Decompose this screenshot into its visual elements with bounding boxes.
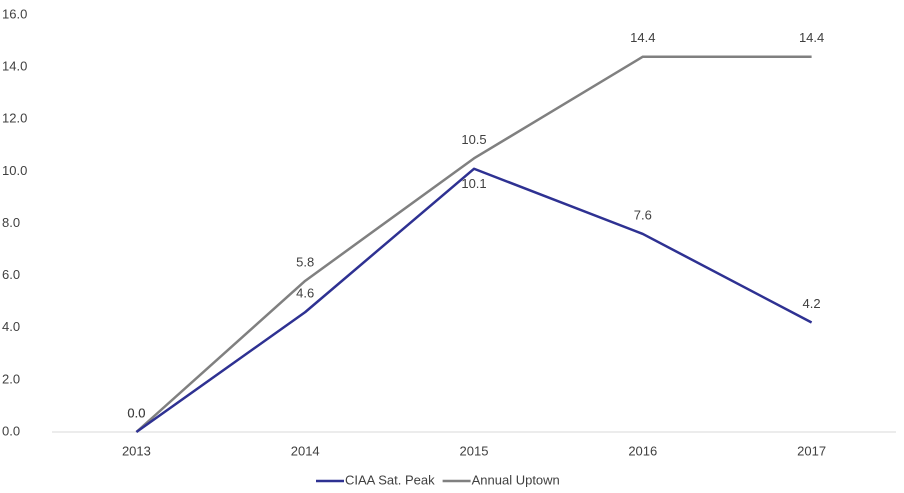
data-label: 14.4 <box>799 30 824 45</box>
data-label: 4.6 <box>296 286 314 301</box>
x-tick-label: 2016 <box>628 443 657 458</box>
data-label: 14.4 <box>630 30 655 45</box>
series-line <box>135 167 813 434</box>
y-tick-label: 0.0 <box>2 423 20 438</box>
y-tick-label: 16.0 <box>2 6 27 21</box>
data-label: 10.5 <box>461 132 486 147</box>
data-label: 5.8 <box>296 254 314 269</box>
data-label: 0.0 <box>127 405 145 420</box>
data-label: 4.2 <box>803 296 821 311</box>
legend-label: CIAA Sat. Peak <box>345 472 435 487</box>
y-tick-label: 8.0 <box>2 215 20 230</box>
x-tick-label: 2015 <box>460 443 489 458</box>
y-tick-label: 10.0 <box>2 163 27 178</box>
legend-label: Annual Uptown <box>472 472 560 487</box>
series-line <box>135 55 812 433</box>
x-tick-label: 2013 <box>122 443 151 458</box>
y-tick-label: 14.0 <box>2 59 27 74</box>
y-tick-label: 4.0 <box>2 319 20 334</box>
x-tick-label: 2014 <box>291 443 320 458</box>
data-label: 7.6 <box>634 207 652 222</box>
y-tick-label: 2.0 <box>2 371 20 386</box>
y-tick-label: 6.0 <box>2 267 20 282</box>
data-label: 0.0 <box>127 405 145 420</box>
x-tick-label: 2017 <box>797 443 826 458</box>
y-tick-label: 12.0 <box>2 111 27 126</box>
data-label: 10.1 <box>461 176 486 191</box>
